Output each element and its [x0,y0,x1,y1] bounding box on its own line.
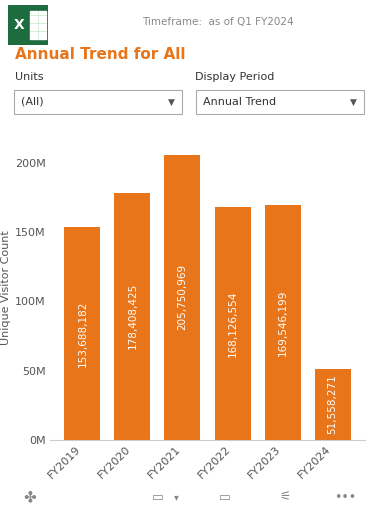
FancyBboxPatch shape [14,90,182,114]
Bar [165,155,201,440]
Text: ▼: ▼ [350,97,357,106]
Text: 205,750,969: 205,750,969 [177,265,188,330]
Text: ✤: ✤ [24,490,36,504]
Y-axis label: Unique Visitor Count: Unique Visitor Count [1,230,11,345]
Text: Annual Trend: Annual Trend [203,97,276,107]
Text: Display Period: Display Period [195,72,274,82]
Text: ⚟: ⚟ [279,491,291,503]
Text: ▾: ▾ [174,492,178,502]
Text: X: X [14,18,25,32]
Bar [64,227,101,440]
Text: 178,408,425: 178,408,425 [128,283,137,349]
Bar [30,11,46,39]
Bar [214,207,250,440]
Text: Annual Trend for All: Annual Trend for All [15,47,186,62]
Bar [114,193,150,440]
Text: ▭: ▭ [219,491,231,503]
Text: 153,688,182: 153,688,182 [77,300,87,367]
Text: ▼: ▼ [168,97,175,106]
Bar [315,368,351,440]
Text: 168,126,554: 168,126,554 [228,290,237,357]
Text: •••: ••• [334,491,356,503]
Text: 51,558,271: 51,558,271 [328,374,338,434]
Bar [265,205,301,440]
Text: ▭: ▭ [152,491,164,503]
FancyBboxPatch shape [196,90,364,114]
Text: Units: Units [15,72,44,82]
Text: (All): (All) [21,97,44,107]
Text: Timeframe:  as of Q1 FY2024: Timeframe: as of Q1 FY2024 [142,17,294,27]
Text: 169,546,199: 169,546,199 [278,289,288,356]
